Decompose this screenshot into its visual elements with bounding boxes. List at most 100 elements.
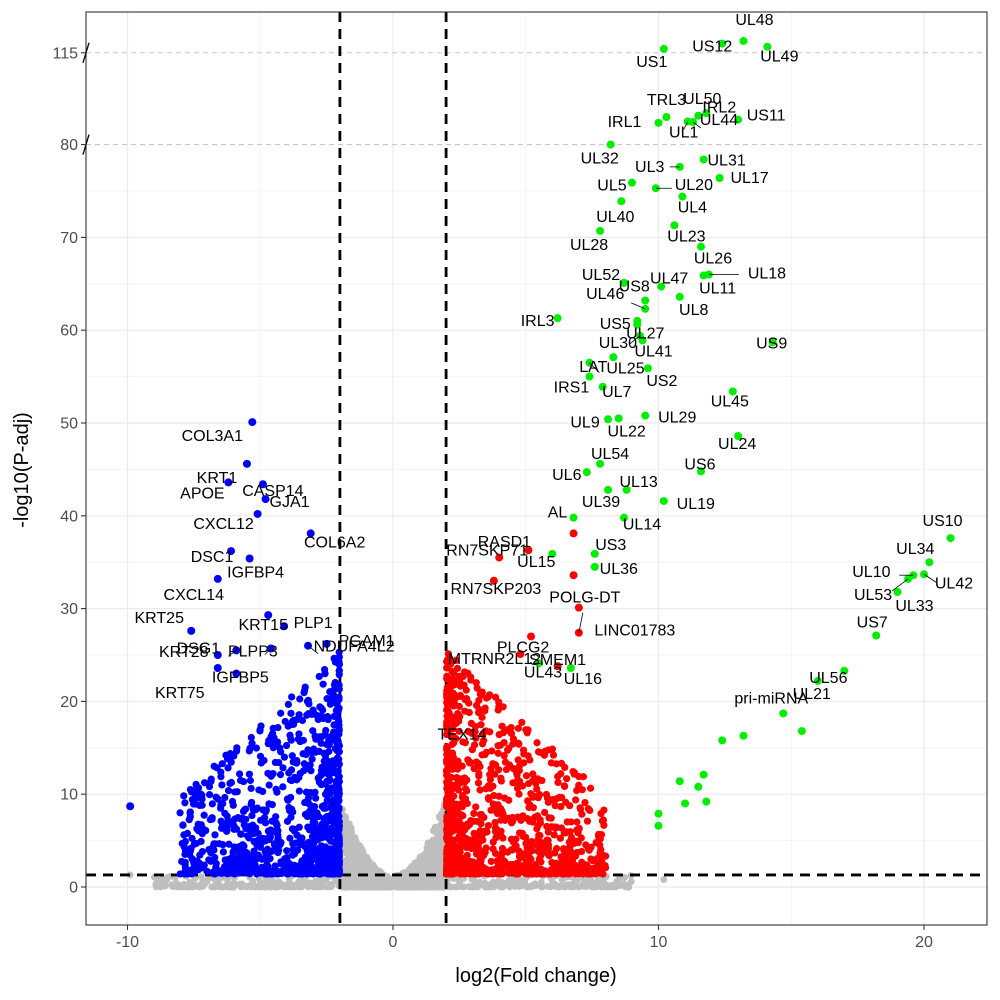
- down-point: [319, 706, 327, 714]
- point-label: US8: [619, 279, 650, 296]
- down-point: [335, 653, 343, 661]
- down-point: [213, 764, 221, 772]
- down-point: [264, 827, 272, 835]
- ns-point: [623, 883, 631, 891]
- label-leader-line: [307, 645, 319, 655]
- down-point: [176, 870, 184, 878]
- up-point: [514, 813, 522, 821]
- up-point: [456, 870, 464, 878]
- ns-point: [344, 837, 352, 845]
- viral-point: [609, 353, 618, 362]
- up-point: [449, 732, 457, 741]
- up-point: [601, 864, 610, 872]
- ns-point: [383, 883, 391, 891]
- nonsignificant-cloud: [126, 801, 668, 891]
- point-label: UL42: [935, 575, 973, 592]
- ns-point: [430, 878, 438, 886]
- up-point: [463, 787, 471, 795]
- down-point: [225, 840, 233, 848]
- point-label: UL41: [634, 343, 672, 360]
- up-point: [495, 792, 503, 800]
- down-point: [332, 681, 341, 689]
- ns-point: [453, 883, 461, 891]
- down-point: [252, 837, 261, 845]
- down-point: [252, 744, 261, 752]
- up-point: [534, 822, 542, 830]
- ns-point: [210, 883, 217, 891]
- down-point: [287, 805, 296, 813]
- up-point: [495, 698, 503, 706]
- down-point: [221, 793, 229, 802]
- ns-point: [529, 881, 537, 889]
- up-point: [471, 722, 480, 731]
- up-point: [544, 746, 553, 754]
- point-label: UL52: [582, 267, 620, 284]
- y-tick-label: 80: [60, 137, 78, 154]
- down-point: [309, 869, 318, 877]
- up-point: [541, 808, 549, 817]
- down-point: [245, 834, 253, 842]
- point-label: KRT28: [159, 644, 209, 661]
- point-label: UL50: [683, 91, 721, 108]
- down-point: [287, 735, 295, 743]
- up-point: [507, 835, 516, 843]
- down-point: [274, 738, 282, 746]
- up-point: [556, 834, 565, 842]
- up-point: [513, 859, 521, 868]
- down-point: [309, 706, 317, 714]
- point-label: UL7: [602, 384, 631, 401]
- up-point: [499, 834, 507, 842]
- down-point: [236, 776, 245, 785]
- ns-point: [521, 878, 529, 886]
- viral-point: [619, 278, 628, 287]
- point-label: US6: [684, 456, 715, 473]
- down-point: [331, 846, 339, 854]
- down-point: [324, 796, 332, 804]
- viral-point: [659, 496, 668, 505]
- down-point: [213, 651, 222, 659]
- down-point: [283, 854, 291, 862]
- up-point: [561, 860, 570, 869]
- y-tick-label: 10: [60, 787, 78, 804]
- ns-point: [514, 879, 522, 887]
- x-tick-label: 10: [650, 934, 668, 951]
- point-label: UL17: [730, 170, 768, 187]
- up-point: [476, 854, 484, 862]
- ns-point: [175, 883, 183, 891]
- up-point: [467, 676, 475, 684]
- point-label: TRL3: [647, 92, 686, 109]
- down-point: [232, 669, 241, 678]
- point-label: PLPP3: [228, 644, 278, 661]
- ns-point: [420, 851, 428, 859]
- up-point: [486, 771, 494, 779]
- up-point: [472, 734, 480, 742]
- down-point: [324, 760, 332, 768]
- up-point: [477, 721, 485, 729]
- down-point: [321, 780, 330, 788]
- down-point: [268, 801, 276, 809]
- point-label: RASD1: [478, 534, 531, 551]
- ns-point: [476, 880, 484, 888]
- up-point: [474, 760, 483, 768]
- down-point: [239, 841, 247, 849]
- up-point: [493, 826, 502, 834]
- point-label: UL45: [711, 393, 749, 410]
- point-label: COL3A1: [182, 428, 243, 445]
- ns-point: [418, 861, 425, 869]
- x-tick-label: 20: [915, 934, 933, 951]
- down-point: [223, 825, 231, 834]
- down-point: [187, 626, 196, 635]
- viral-point: [659, 44, 668, 53]
- viral-point: [675, 292, 684, 301]
- down-point: [296, 737, 304, 746]
- up-point: [592, 870, 600, 878]
- up-point: [560, 845, 568, 853]
- down-point: [315, 672, 323, 681]
- point-label: UL36: [600, 561, 638, 578]
- point-label: UL10: [852, 564, 890, 581]
- up-point: [493, 864, 501, 872]
- down-point: [181, 864, 190, 872]
- down-point: [288, 693, 296, 701]
- up-point: [452, 761, 460, 769]
- up-point: [451, 852, 459, 860]
